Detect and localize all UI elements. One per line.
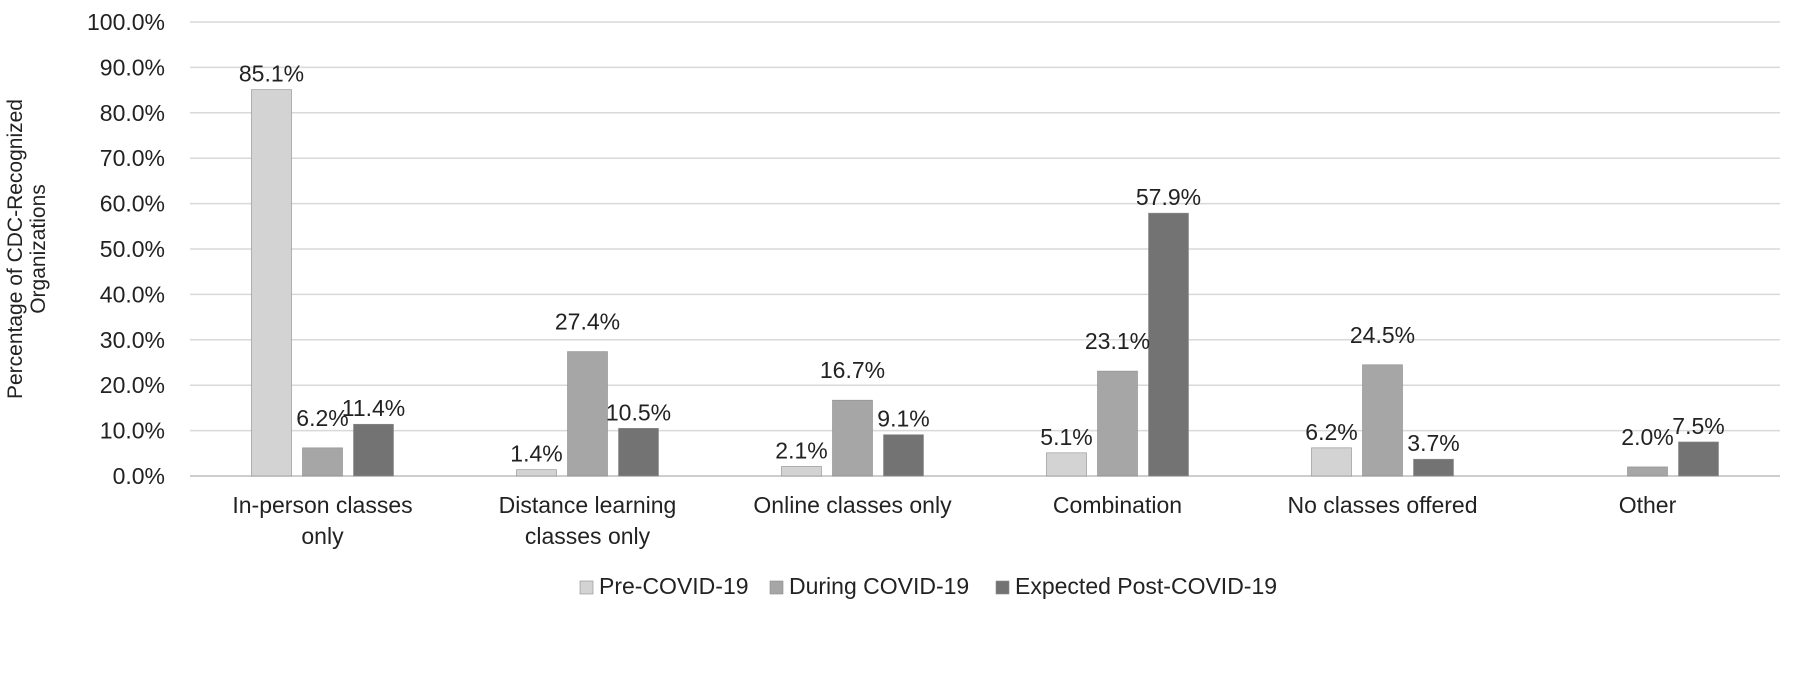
data-label: 10.5% [606, 399, 671, 425]
data-label: 85.1% [239, 61, 304, 87]
data-label: 3.7% [1407, 430, 1459, 456]
x-category-label: classes only [525, 523, 651, 549]
bar [883, 434, 924, 477]
y-axis-title: Percentage of CDC-Recognized Organization… [4, 99, 50, 399]
data-label: 2.0% [1621, 424, 1673, 450]
bars [251, 89, 1719, 477]
x-category-label: In-person classes [232, 492, 412, 518]
data-label: 9.1% [877, 406, 929, 432]
legend: Pre-COVID-19 During COVID-19 Expected Post… [579, 573, 1277, 599]
legend-label: Pre-COVID-19 [599, 573, 749, 599]
bar [1148, 212, 1189, 477]
y-tick-label: 10.0% [100, 418, 165, 444]
legend-swatch [769, 580, 784, 595]
y-tick-label: 90.0% [100, 54, 165, 80]
bar [567, 351, 608, 477]
y-tick-label: 0.0% [113, 463, 165, 489]
y-tick-label: 100.0% [87, 9, 165, 35]
data-label: 2.1% [775, 437, 827, 463]
y-tick-label: 80.0% [100, 100, 165, 126]
x-category-label: Other [1619, 492, 1677, 518]
bar [1413, 458, 1454, 477]
bar [1627, 466, 1668, 477]
data-label: 57.9% [1136, 184, 1201, 210]
data-label: 1.4% [510, 441, 562, 467]
y-tick-label: 50.0% [100, 236, 165, 262]
bar [1046, 452, 1087, 477]
x-category-label: Combination [1053, 492, 1182, 518]
bar [1678, 441, 1719, 477]
x-category-label: Online classes only [753, 492, 952, 518]
legend-label: During COVID-19 [789, 573, 969, 599]
bar [302, 447, 343, 477]
bar [1362, 364, 1403, 477]
y-tick-label: 70.0% [100, 145, 165, 171]
y-axis-title-line: Organizations [27, 184, 50, 314]
x-category-label: only [301, 523, 344, 549]
bar [618, 428, 659, 477]
y-tick-label: 30.0% [100, 327, 165, 353]
bar [353, 423, 394, 477]
bar [251, 89, 292, 477]
data-label: 7.5% [1672, 413, 1724, 439]
data-label: 6.2% [296, 405, 348, 431]
data-label: 23.1% [1085, 328, 1150, 354]
gridlines [190, 21, 1780, 477]
y-tick-label: 60.0% [100, 191, 165, 217]
y-axis-title-line: Percentage of CDC-Recognized [4, 99, 27, 399]
data-label: 24.5% [1350, 322, 1415, 348]
data-label: 11.4% [342, 395, 406, 421]
data-label: 27.4% [555, 309, 620, 335]
x-category-label: Distance learning [499, 492, 677, 518]
data-label: 16.7% [820, 357, 885, 383]
y-axis: 0.0% 10.0% 20.0% 30.0% 40.0% 50.0% 60.0% 70.0% 8… [87, 9, 165, 489]
data-label: 5.1% [1040, 424, 1092, 450]
x-axis: In-person classes only Distance learning cl… [232, 492, 1676, 549]
legend-swatch [579, 580, 594, 595]
bar [832, 399, 873, 477]
legend-swatch [995, 580, 1010, 595]
bar [781, 466, 822, 477]
y-tick-label: 20.0% [100, 372, 165, 398]
legend-label: Expected Post-COVID-19 [1015, 573, 1277, 599]
x-category-label: No classes offered [1287, 492, 1477, 518]
bar [1311, 447, 1352, 477]
bar [1097, 370, 1138, 477]
y-tick-label: 40.0% [100, 281, 165, 307]
bar [516, 469, 557, 477]
data-label: 6.2% [1305, 419, 1357, 445]
data-labels: 85.1%6.2%11.4%1.4%27.4%10.5%2.1%16.7%9.1… [239, 61, 1725, 467]
